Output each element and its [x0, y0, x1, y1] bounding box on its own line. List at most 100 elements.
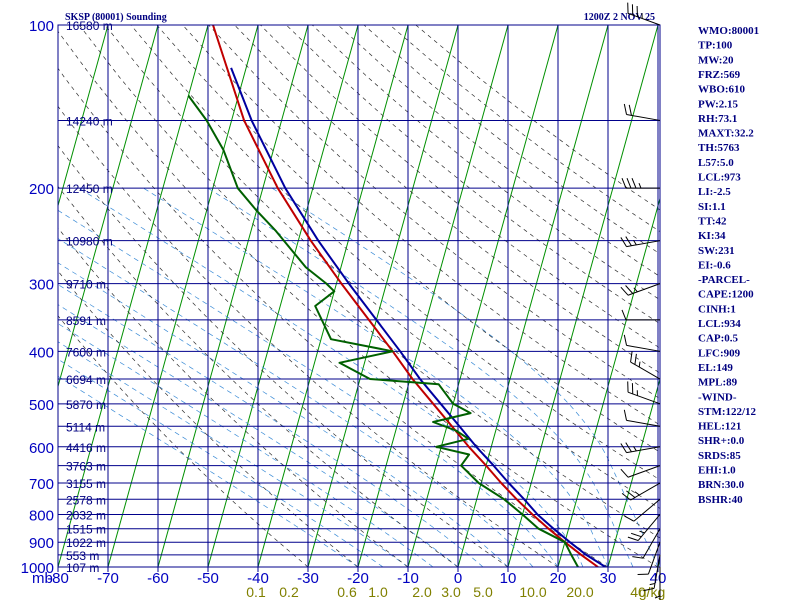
wind-barb — [630, 351, 661, 380]
height-label: 16580 m — [66, 19, 113, 33]
isotherm-lines — [58, 25, 660, 567]
index-label: L57:5.0 — [698, 157, 734, 169]
wind-barb — [643, 554, 661, 592]
height-label: 14240 m — [66, 114, 113, 128]
index-label: BSHR:40 — [698, 494, 743, 506]
index-label: SI:1.1 — [698, 201, 726, 213]
pressure-axis: 100 200 300 400 500 600 700 800 900 1000 — [21, 18, 54, 577]
profile-line — [212, 25, 599, 567]
height-label: 5870 m — [66, 398, 106, 412]
height-label: 8591 m — [66, 314, 106, 328]
wind-barb — [623, 409, 661, 427]
index-label: SHR+:0.0 — [698, 435, 745, 447]
mixing-ratio-label: 40 — [630, 584, 646, 600]
isotherm-line — [407, 25, 559, 567]
mixing-ratio-label: 0.1 — [246, 584, 266, 600]
profile-line — [230, 67, 607, 567]
isotherm-line — [357, 25, 509, 567]
index-label: SRDS:85 — [698, 450, 741, 462]
temperature-tick-label: 0 — [454, 570, 462, 587]
pressure-tick-label: 300 — [29, 277, 54, 294]
mixing-ratio-label: 5.0 — [473, 584, 493, 600]
height-label: 9710 m — [66, 278, 106, 292]
moist-adiabat-line — [58, 209, 559, 567]
mixing-ratio-label: 10.0 — [519, 584, 546, 600]
height-label: 2578 m — [66, 493, 106, 507]
moist-adiabat-line — [58, 323, 434, 567]
height-label: 553 m — [66, 549, 99, 563]
index-label: MW:20 — [698, 54, 734, 66]
isotherm-line — [557, 196, 660, 567]
wind-barb — [632, 528, 661, 559]
pressure-tick-label: 600 — [29, 440, 54, 457]
isotherm-line — [107, 25, 259, 567]
isotherm-line — [307, 25, 459, 567]
index-label: MPL:89 — [698, 377, 738, 389]
chart-title: SKSP (80001) Sounding — [65, 12, 167, 23]
index-label: EL:149 — [698, 362, 733, 374]
index-label: WMO:80001 — [698, 25, 759, 37]
plot-frame — [57, 24, 661, 568]
mixing-ratio-label: 1.0 — [368, 584, 388, 600]
pressure-tick-label: 200 — [29, 181, 54, 198]
index-label: WBO:610 — [698, 84, 746, 96]
isotherm-line — [457, 25, 609, 567]
wind-barb — [620, 236, 661, 248]
mixing-ratio-label: 0.2 — [279, 584, 299, 600]
height-label: 6694 m — [66, 373, 106, 387]
wind-barb — [621, 482, 661, 501]
mixing-ratio-axis: 0.1 0.2 0.6 1.0 2.0 3.0 5.0 10.0 20.0 40g/kg — [246, 584, 665, 600]
index-label: SW:231 — [698, 245, 735, 257]
height-label: 12450 m — [66, 182, 113, 196]
pressure-grid — [58, 25, 660, 567]
isotherm-line — [58, 25, 109, 208]
index-label: LCL:973 — [698, 172, 741, 184]
wind-barb — [621, 309, 660, 321]
index-label: TT:42 — [698, 215, 727, 227]
mixing-ratio-label: g/kg — [639, 584, 665, 600]
wind-barb — [623, 103, 661, 121]
mixing-ratio-label: 2.0 — [412, 584, 432, 600]
temperature-tick-label: -10 — [397, 570, 419, 587]
temperature-axis: mb -80 -70 -60 -50 -40 -30 -20 -10 0 10 20 30 40 — [32, 567, 666, 587]
mixing-ratio-label: 20.0 — [566, 584, 593, 600]
index-label: CINH:1 — [698, 303, 736, 315]
index-label: RH:73.1 — [698, 113, 737, 125]
pressure-tick-label: 400 — [29, 344, 54, 361]
index-label: LCL:934 — [698, 318, 741, 330]
pressure-tick-label: 100 — [29, 18, 54, 35]
plot-area — [58, 25, 660, 567]
pressure-tick-label: 800 — [29, 507, 54, 524]
index-label: STM:122/12 — [698, 406, 757, 418]
wind-barbs — [620, 2, 661, 600]
wind-barb — [627, 2, 661, 26]
pressure-tick-label: 900 — [29, 535, 54, 552]
index-label: BRN:30.0 — [698, 479, 745, 491]
index-label: LFC:909 — [698, 347, 741, 359]
isotherm-line — [157, 25, 309, 567]
height-label: 10980 m — [66, 235, 113, 249]
index-label: -WIND- — [698, 391, 737, 403]
index-label: HEL:121 — [698, 421, 741, 433]
wind-barb — [620, 442, 661, 454]
temperature-tick-label: 40 — [650, 570, 667, 587]
isotherm-line — [207, 25, 359, 567]
isotherm-line — [58, 25, 159, 389]
height-label: 3763 m — [66, 460, 106, 474]
temperature-tick-label: -70 — [97, 570, 119, 587]
temperature-tick-label: -40 — [247, 570, 269, 587]
temperature-tick-label: 10 — [500, 570, 517, 587]
isotherm-line — [607, 377, 660, 567]
height-label: 3155 m — [66, 477, 106, 491]
pressure-tick-label: 1000 — [21, 560, 54, 577]
index-label: KI:34 — [698, 230, 726, 242]
wind-barb — [621, 177, 660, 189]
mixing-ratio-label: 0.6 — [337, 584, 357, 600]
index-label: MAXT:32.2 — [698, 128, 754, 140]
index-label: TP:100 — [698, 40, 733, 52]
temperature-tick-label: 30 — [600, 570, 617, 587]
index-label: LI:-2.5 — [698, 186, 731, 198]
height-labels: 16580 m 14240 m 12450 m 10980 m 9710 m 8591 m… — [66, 19, 113, 575]
